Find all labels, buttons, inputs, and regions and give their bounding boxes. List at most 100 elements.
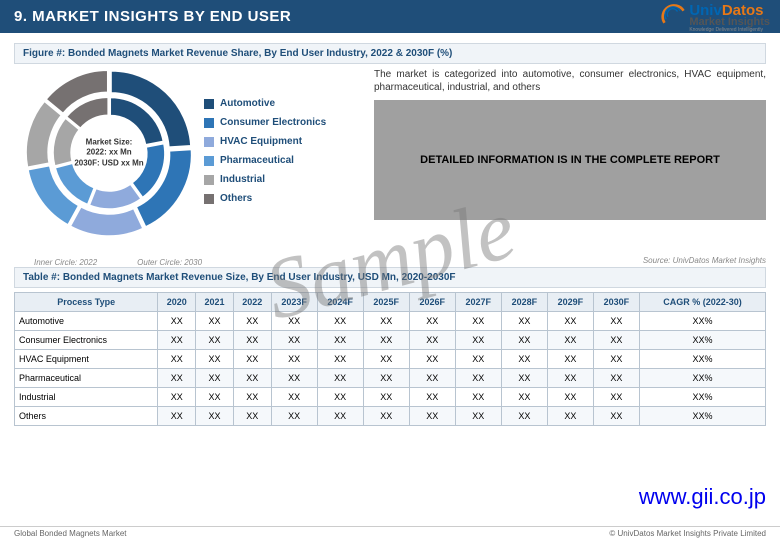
data-cell: XX bbox=[158, 312, 196, 331]
data-cell: XX bbox=[158, 407, 196, 426]
info-box: DETAILED INFORMATION IS IN THE COMPLETE … bbox=[374, 100, 766, 220]
data-cell: XX bbox=[158, 388, 196, 407]
data-cell: XX bbox=[593, 407, 639, 426]
data-cell: XX bbox=[317, 388, 363, 407]
table-header-cell: 2023F bbox=[271, 293, 317, 312]
data-cell: XX bbox=[501, 350, 547, 369]
legend-item: Pharmaceutical bbox=[204, 155, 326, 166]
table-row: PharmaceuticalXXXXXXXXXXXXXXXXXXXXXXXX% bbox=[15, 369, 766, 388]
data-cell: XX bbox=[271, 331, 317, 350]
table-row: Consumer ElectronicsXXXXXXXXXXXXXXXXXXXX… bbox=[15, 331, 766, 350]
data-cell: XX bbox=[593, 312, 639, 331]
data-cell: XX bbox=[547, 350, 593, 369]
data-cell: XX bbox=[409, 312, 455, 331]
legend-label: Pharmaceutical bbox=[220, 155, 294, 166]
legend-label: Industrial bbox=[220, 174, 265, 185]
page-footer: Global Bonded Magnets Market © UnivDatos… bbox=[0, 526, 780, 540]
data-cell: XX bbox=[409, 388, 455, 407]
data-cell: XX% bbox=[639, 407, 765, 426]
source-label: Source: UnivDatos Market Insights bbox=[643, 256, 766, 265]
data-cell: XX bbox=[409, 331, 455, 350]
data-cell: XX% bbox=[639, 388, 765, 407]
data-cell: XX bbox=[455, 350, 501, 369]
data-cell: XX bbox=[593, 369, 639, 388]
table-header-cell: 2029F bbox=[547, 293, 593, 312]
figure-title: Figure #: Bonded Magnets Market Revenue … bbox=[14, 43, 766, 64]
legend-item: Others bbox=[204, 193, 326, 204]
data-cell: XX bbox=[455, 388, 501, 407]
data-table: Process Type2020202120222023F2024F2025F2… bbox=[14, 292, 766, 426]
data-cell: XX bbox=[317, 331, 363, 350]
data-cell: XX bbox=[455, 312, 501, 331]
description-text: The market is categorized into automotiv… bbox=[374, 68, 766, 94]
data-cell: XX bbox=[547, 407, 593, 426]
data-cell: XX bbox=[547, 331, 593, 350]
data-cell: XX bbox=[317, 350, 363, 369]
data-cell: XX% bbox=[639, 331, 765, 350]
legend-item: HVAC Equipment bbox=[204, 136, 326, 147]
data-cell: XX bbox=[501, 388, 547, 407]
data-cell: XX bbox=[547, 312, 593, 331]
data-cell: XX bbox=[271, 369, 317, 388]
table-row: IndustrialXXXXXXXXXXXXXXXXXXXXXXXX% bbox=[15, 388, 766, 407]
outer-circle-label: Outer Circle: 2030 bbox=[137, 258, 202, 267]
data-cell: XX bbox=[593, 331, 639, 350]
table-header-cell: 2021 bbox=[196, 293, 234, 312]
legend-label: Consumer Electronics bbox=[220, 117, 326, 128]
gii-url: www.gii.co.jp bbox=[639, 484, 766, 510]
donut-center-label: Market Size: 2022: xx Mn 2030F: USD xx M… bbox=[74, 137, 144, 168]
data-cell: XX bbox=[363, 350, 409, 369]
data-cell: XX bbox=[233, 331, 271, 350]
data-cell: XX bbox=[317, 369, 363, 388]
data-cell: XX bbox=[547, 388, 593, 407]
row-label-cell: Automotive bbox=[15, 312, 158, 331]
data-cell: XX bbox=[547, 369, 593, 388]
data-cell: XX bbox=[158, 369, 196, 388]
legend-swatch bbox=[204, 99, 214, 109]
data-cell: XX bbox=[271, 312, 317, 331]
data-cell: XX bbox=[233, 350, 271, 369]
data-cell: XX bbox=[363, 407, 409, 426]
data-cell: XX bbox=[455, 331, 501, 350]
footer-left: Global Bonded Magnets Market bbox=[14, 529, 127, 538]
legend-swatch bbox=[204, 175, 214, 185]
table-header-cell: Process Type bbox=[15, 293, 158, 312]
data-cell: XX bbox=[501, 331, 547, 350]
legend-label: Others bbox=[220, 193, 252, 204]
data-cell: XX bbox=[233, 312, 271, 331]
data-cell: XX bbox=[409, 369, 455, 388]
table-header-cell: 2022 bbox=[233, 293, 271, 312]
brand-logo: UnivDatos Market Insights Knowledge Deli… bbox=[661, 2, 770, 33]
data-cell: XX% bbox=[639, 350, 765, 369]
header-title: 9. MARKET INSIGHTS BY END USER bbox=[14, 8, 291, 25]
data-cell: XX bbox=[196, 350, 234, 369]
data-cell: XX bbox=[501, 407, 547, 426]
data-cell: XX bbox=[271, 388, 317, 407]
data-cell: XX bbox=[196, 331, 234, 350]
data-cell: XX bbox=[233, 369, 271, 388]
chart-legend: AutomotiveConsumer ElectronicsHVAC Equip… bbox=[204, 98, 326, 212]
data-cell: XX bbox=[158, 331, 196, 350]
legend-item: Consumer Electronics bbox=[204, 117, 326, 128]
data-cell: XX bbox=[409, 407, 455, 426]
row-label-cell: Industrial bbox=[15, 388, 158, 407]
data-cell: XX bbox=[501, 369, 547, 388]
footer-right: © UnivDatos Market Insights Private Limi… bbox=[609, 529, 766, 538]
data-cell: XX bbox=[196, 369, 234, 388]
legend-item: Industrial bbox=[204, 174, 326, 185]
legend-swatch bbox=[204, 137, 214, 147]
data-cell: XX bbox=[233, 388, 271, 407]
logo-arc-icon bbox=[661, 2, 687, 28]
data-cell: XX bbox=[409, 350, 455, 369]
table-title: Table #: Bonded Magnets Market Revenue S… bbox=[14, 267, 766, 288]
legend-swatch bbox=[204, 118, 214, 128]
data-cell: XX bbox=[593, 388, 639, 407]
table-header-cell: 2025F bbox=[363, 293, 409, 312]
legend-swatch bbox=[204, 156, 214, 166]
data-cell: XX bbox=[158, 350, 196, 369]
data-cell: XX bbox=[455, 407, 501, 426]
logo-text-3: Knowledge Delivered Intelligently bbox=[689, 27, 770, 33]
data-cell: XX bbox=[593, 350, 639, 369]
legend-swatch bbox=[204, 194, 214, 204]
table-row: HVAC EquipmentXXXXXXXXXXXXXXXXXXXXXXXX% bbox=[15, 350, 766, 369]
